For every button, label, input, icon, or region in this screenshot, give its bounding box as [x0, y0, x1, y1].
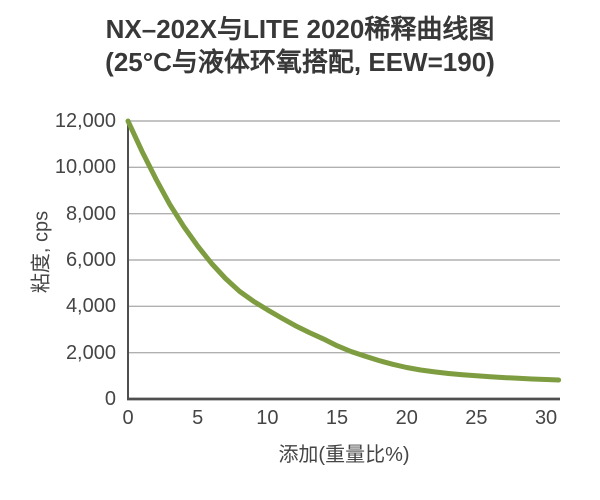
x-tick-label-30: 30 — [534, 407, 558, 429]
viscosity-curve — [125, 118, 562, 383]
chart-title: NX–202X与LITE 2020稀释曲线图 (25°C与液体环氧搭配, EEW… — [0, 13, 600, 79]
y-tick-label-8000: 8,000 — [65, 202, 116, 225]
x-tick-label-15: 15 — [325, 407, 349, 429]
y-tick-label-0: 0 — [104, 388, 116, 410]
x-tick-label-0: 0 — [122, 407, 134, 429]
y-tick-label-6000: 6,000 — [65, 249, 116, 271]
y-tick-label-10000: 10,000 — [54, 156, 116, 179]
y-tick-label-12000: 12,000 — [54, 110, 116, 132]
y-tick-label-4000: 4,000 — [65, 295, 116, 318]
x-tick-label-25: 25 — [465, 407, 488, 429]
x-tick-label-5: 5 — [192, 407, 204, 429]
y-tick-label-2000: 2,000 — [65, 341, 116, 364]
x-tick-label-10: 10 — [256, 407, 279, 429]
chart-title-line2: (25°C与液体环氧搭配, EEW=190) — [105, 47, 495, 77]
y-axis-title: 粘度, cps — [30, 210, 53, 294]
x-axis-title: 添加(重量比%) — [278, 444, 410, 466]
chart-title-line1: NX–202X与LITE 2020稀释曲线图 — [105, 14, 495, 44]
x-tick-label-20: 20 — [395, 407, 418, 429]
